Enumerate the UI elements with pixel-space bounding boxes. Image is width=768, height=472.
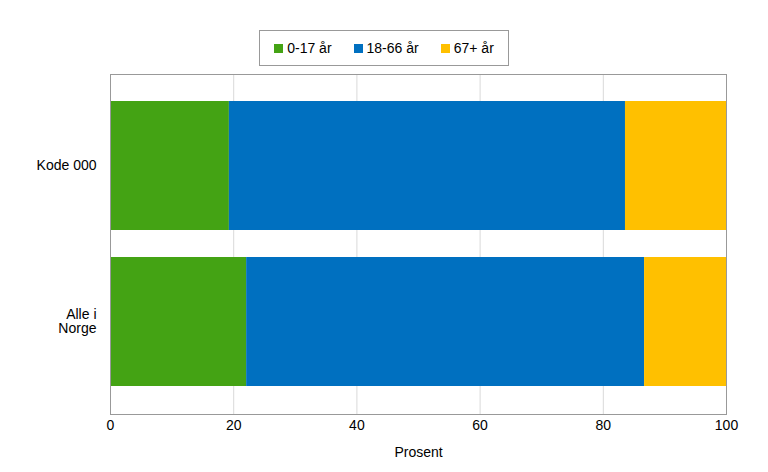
svg-text:0: 0	[107, 417, 115, 433]
svg-text:40: 40	[349, 417, 365, 433]
svg-text:Prosent: Prosent	[394, 444, 442, 460]
svg-text:20: 20	[226, 417, 242, 433]
svg-text:100: 100	[715, 417, 739, 433]
html-text:0-17 år: 0-17 år	[287, 40, 332, 56]
html-text:18-66 år: 18-66 år	[366, 40, 419, 56]
svg-text:Kode 000: Kode 000	[37, 157, 97, 173]
svg-text:80: 80	[596, 417, 612, 433]
svg-text:60: 60	[472, 417, 488, 433]
html-text:67+ år: 67+ år	[453, 40, 494, 56]
svg-text:Alle iNorge: Alle iNorge	[58, 306, 96, 336]
